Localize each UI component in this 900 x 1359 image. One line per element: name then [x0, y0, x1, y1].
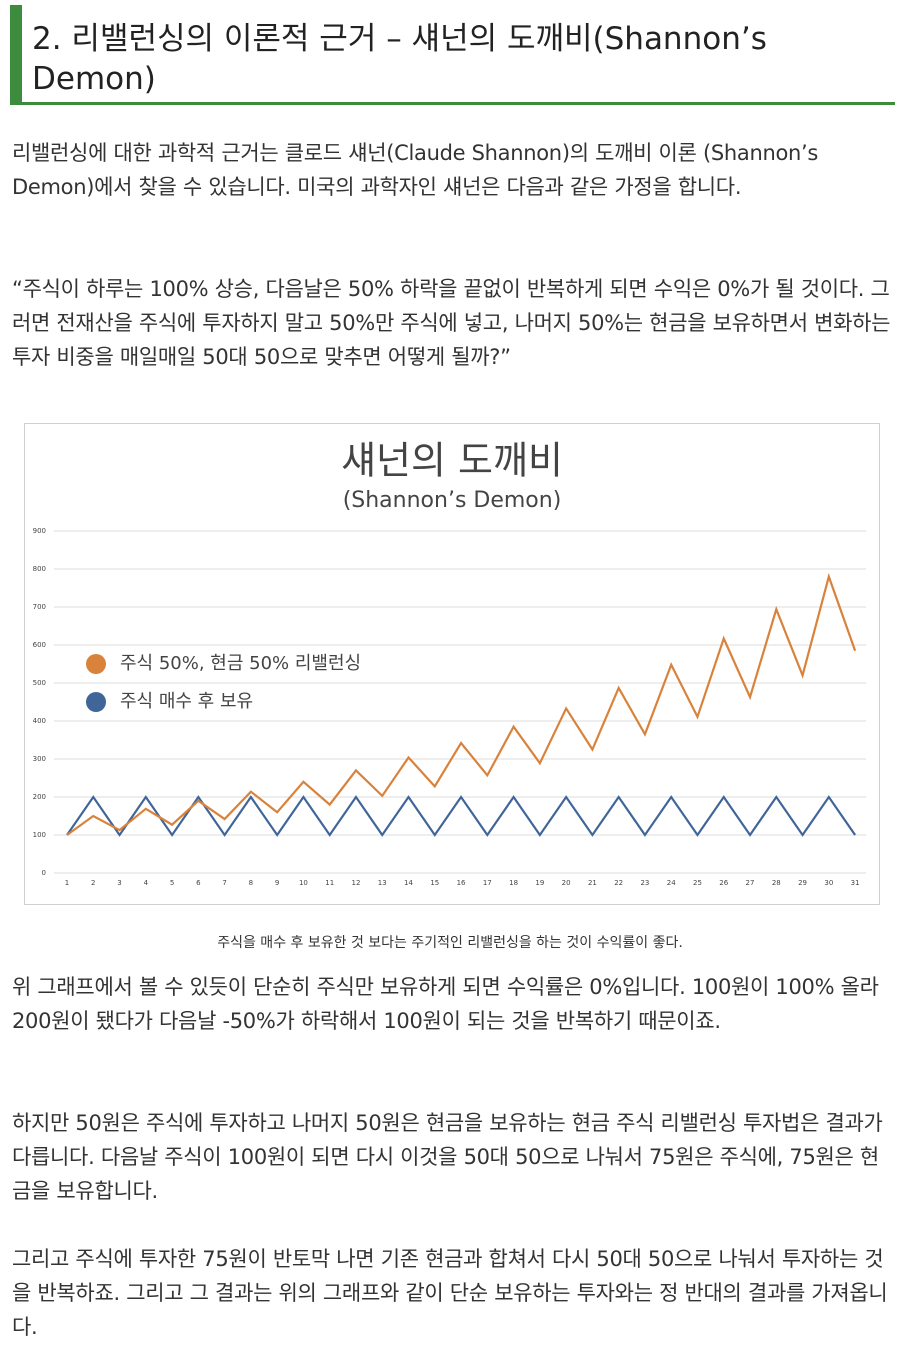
x-tick-label: 10 — [299, 879, 308, 887]
y-tick-label: 600 — [33, 641, 46, 649]
header: 2. 리밸런싱의 이론적 근거 – 섀넌의 도깨비(Shannon’s Demo… — [10, 5, 895, 105]
x-tick-label: 4 — [144, 879, 149, 887]
x-tick-label: 17 — [483, 879, 492, 887]
data-line — [66, 795, 857, 837]
x-tick-label: 14 — [404, 879, 413, 887]
x-tick-label: 24 — [667, 879, 676, 887]
y-tick-label: 0 — [42, 869, 46, 877]
x-tick-label: 19 — [535, 879, 544, 887]
x-tick-label: 7 — [222, 879, 226, 887]
x-tick-label: 6 — [196, 879, 201, 887]
x-tick-label: 22 — [614, 879, 623, 887]
y-tick-label: 100 — [33, 831, 46, 839]
x-tick-label: 11 — [325, 879, 334, 887]
paragraph: 그리고 주식에 투자한 75원이 반토막 나면 기존 현금과 합쳐서 다시 50… — [12, 1247, 888, 1339]
y-tick-label: 700 — [33, 603, 46, 611]
y-tick-label: 400 — [33, 717, 46, 725]
x-tick-label: 9 — [275, 879, 279, 887]
x-tick-label: 25 — [693, 879, 702, 887]
y-tick-label: 300 — [33, 755, 46, 763]
x-tick-label: 31 — [851, 879, 860, 887]
x-tick-label: 28 — [772, 879, 781, 887]
x-tick-label: 5 — [170, 879, 174, 887]
x-tick-label: 16 — [457, 879, 466, 887]
y-tick-label: 800 — [33, 565, 46, 573]
x-tick-label: 26 — [719, 879, 728, 887]
caption: 주식을 매수 후 보유한 것 보다는 주기적인 리밸런싱을 하는 것이 수익률이… — [217, 935, 683, 951]
x-tick-label: 29 — [798, 879, 807, 887]
chart-title: 섀넌의 도깨비 — [341, 439, 563, 483]
paragraph: 위 그래프에서 볼 수 있듯이 단순히 주식만 보유하게 되면 수익률은 0%입… — [12, 975, 879, 1033]
x-tick-label: 13 — [378, 879, 387, 887]
paragraph: 하지만 50원은 주식에 투자하고 나머지 50원은 현금을 보유하는 현금 주… — [12, 1111, 883, 1203]
legend-marker — [86, 654, 106, 674]
chart: 섀넌의 도깨비 (Shannon’s Demon) 0 100 200 300 400 5… — [24, 423, 880, 905]
x-tick-label: 18 — [509, 879, 518, 887]
legend-marker — [86, 692, 106, 712]
legend-label: 주식 50%, 현금 50% 리밸런싱 — [120, 653, 361, 674]
y-tick-label: 500 — [33, 679, 46, 687]
x-tick-label: 20 — [562, 879, 571, 887]
title: 2. 리밸런싱의 이론적 근거 – 섀넌의 도깨비(Shannon’s Demo… — [32, 21, 767, 97]
x-tick-label: 8 — [249, 879, 253, 887]
x-tick-label: 3 — [117, 879, 121, 887]
x-tick-label: 27 — [746, 879, 755, 887]
x-tick-label: 23 — [640, 879, 649, 887]
x-tick-label: 15 — [430, 879, 439, 887]
x-tick-label: 2 — [91, 879, 95, 887]
y-tick-label: 200 — [33, 793, 46, 801]
x-tick-label: 1 — [65, 879, 69, 887]
x-tick-label: 21 — [588, 879, 597, 887]
paragraph: “주식이 하루는 100% 상승, 다음날은 50% 하락을 끝없이 반복하게 … — [12, 277, 891, 369]
chart-frame — [24, 423, 880, 905]
chart-subtitle: (Shannon’s Demon) — [343, 488, 562, 513]
paragraph: 리밸런싱에 대한 과학적 근거는 클로드 섀넌(Claude Shannon)의… — [12, 141, 819, 199]
data-line — [66, 572, 857, 836]
y-tick-label: 900 — [33, 527, 46, 535]
legend-label: 주식 매수 후 보유 — [120, 691, 253, 712]
x-tick-label: 30 — [824, 879, 833, 887]
x-tick-label: 12 — [352, 879, 361, 887]
